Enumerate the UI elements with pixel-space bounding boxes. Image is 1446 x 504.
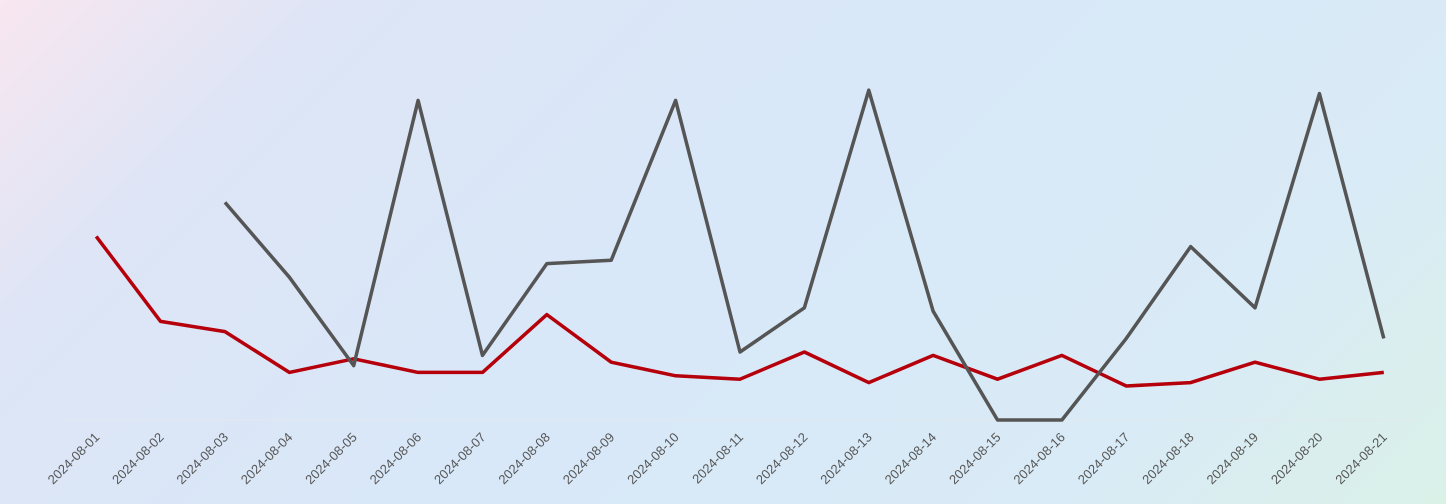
x-tick-label: 2024-08-01: [45, 430, 103, 488]
x-tick-label: 2024-08-09: [560, 430, 618, 488]
x-tick-label: 2024-08-04: [238, 430, 296, 488]
x-tick-label: 2024-08-06: [367, 430, 425, 488]
series-line: [223, 88, 1386, 422]
x-tick-label: 2024-08-12: [753, 430, 811, 488]
x-tick-label: 2024-08-10: [624, 430, 682, 488]
x-tick-label: 2024-08-03: [173, 430, 231, 488]
x-tick-label: 2024-08-02: [109, 430, 167, 488]
x-tick-label: 2024-08-11: [689, 430, 746, 487]
x-tick-label: 2024-08-19: [1204, 430, 1262, 488]
x-tick-label: 2024-08-07: [431, 430, 489, 488]
x-tick-label: 2024-08-13: [817, 430, 875, 488]
x-tick-label: 2024-08-14: [882, 430, 940, 488]
x-tick-label: 2024-08-16: [1010, 430, 1068, 488]
x-tick-label: 2024-08-08: [495, 430, 553, 488]
x-tick-label: 2024-08-21: [1332, 430, 1390, 488]
x-tick-label: 2024-08-18: [1139, 430, 1197, 488]
series-line: [94, 235, 1384, 388]
x-tick-label: 2024-08-15: [946, 430, 1004, 488]
x-tick-label: 2024-08-17: [1075, 430, 1133, 488]
x-tick-label: 2024-08-20: [1268, 430, 1326, 488]
x-tick-label: 2024-08-05: [302, 430, 360, 488]
